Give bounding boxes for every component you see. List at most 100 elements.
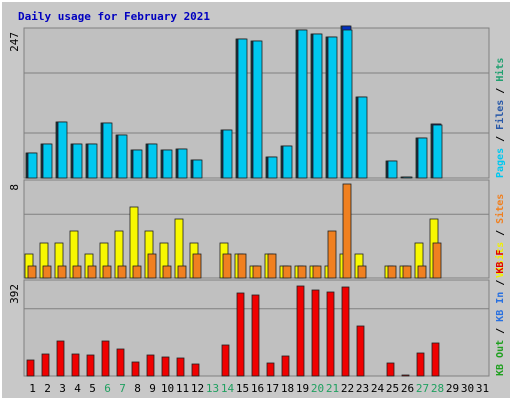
bar-top-pages-day-3-10	[162, 149, 173, 179]
bar-bottom-kb-f-day-1-15	[236, 292, 245, 377]
x-tick-label-day-21: 21	[326, 382, 339, 395]
chart-title: Daily usage for February 2021	[18, 10, 210, 23]
x-tick-label-day-8: 8	[134, 382, 141, 395]
axis-label-files: Files	[494, 100, 506, 130]
bar-bottom-kb-f-day-1-18	[281, 355, 290, 377]
x-tick-label-day-13: 13	[206, 382, 219, 395]
x-tick-label-day-15: 15	[236, 382, 249, 395]
bar-bottom-kb-f-day-1-27	[416, 352, 425, 377]
x-tick-label-day-25: 25	[386, 382, 399, 395]
bar-bottom-kb-f-day-1-14	[221, 344, 230, 377]
x-tick-label-day-17: 17	[266, 382, 279, 395]
bar-bottom-kb-f-day-1-1	[26, 359, 35, 377]
x-tick-label-day-20: 20	[311, 382, 324, 395]
bar-top-pages-day-3-17	[267, 156, 278, 179]
axis-label-sites: Sites	[494, 194, 506, 224]
bar-middle-sites-day-2-28	[432, 242, 442, 279]
bar-top-pages-day-3-22	[342, 29, 353, 179]
ymax-label-top: 247	[8, 32, 21, 52]
x-tick-label-day-30: 30	[461, 382, 474, 395]
x-tick-label-day-31: 31	[476, 382, 489, 395]
axis-label-kb-f: KB F	[495, 250, 506, 274]
bar-top-pages-day-3-11	[177, 148, 188, 179]
bar-middle-sites-day-2-9	[147, 253, 157, 279]
bar-top-pages-day-3-2	[42, 143, 53, 179]
bar-bottom-kb-f-day-1-5	[86, 354, 95, 377]
x-tick-label-day-11: 11	[176, 382, 189, 395]
bar-middle-sites-day-2-6	[102, 265, 112, 279]
x-tick-label-day-3: 3	[59, 382, 66, 395]
x-tick-label-day-26: 26	[401, 382, 414, 395]
bar-bottom-kb-f-day-1-2	[41, 353, 50, 377]
bar-top-pages-day-3-25	[387, 160, 398, 179]
bar-top-pages-day-3-18	[282, 145, 293, 179]
bar-bottom-kb-f-day-1-3	[56, 340, 65, 377]
bar-top-pages-day-3-20	[312, 33, 323, 179]
x-tick-label-day-1: 1	[29, 382, 36, 395]
axis-label-separator: /	[495, 82, 506, 100]
bar-top-pages-day-3-23	[357, 96, 368, 179]
bar-top-pages-day-3-3	[57, 121, 68, 179]
ymax-label-middle: 8	[8, 184, 21, 191]
bar-bottom-kb-f-day-1-20	[311, 289, 320, 377]
bar-middle-sites-day-2-5	[87, 265, 97, 279]
x-tick-label-day-2: 2	[44, 382, 51, 395]
bar-middle-sites-day-2-12	[192, 253, 202, 279]
x-tick-label-day-18: 18	[281, 382, 294, 395]
x-tick-label-day-22: 22	[341, 382, 354, 395]
x-tick-label-day-12: 12	[191, 382, 204, 395]
x-tick-label-day-6: 6	[104, 382, 111, 395]
bar-middle-sites-day-2-25	[387, 265, 397, 279]
bar-middle-sites-day-2-8	[132, 265, 142, 279]
axis-label-top: Pages / Files / Hits	[494, 58, 506, 178]
x-tick-label-day-7: 7	[119, 382, 126, 395]
x-tick-label-day-23: 23	[356, 382, 369, 395]
bar-top-pages-day-3-16	[252, 40, 263, 179]
bar-bottom-kb-f-day-1-19	[296, 285, 305, 377]
axis-label-separator: /	[495, 322, 506, 340]
bar-bottom-kb-f-day-1-4	[71, 353, 80, 377]
axis-label-hits: Hits	[494, 58, 506, 82]
bar-middle-sites-day-2-11	[177, 265, 187, 279]
bar-top-pages-day-3-7	[117, 134, 128, 179]
bar-bottom-kb-f-day-1-10	[161, 356, 170, 377]
bar-middle-sites-day-2-17	[267, 253, 277, 279]
bar-top-pages-day-3-1	[27, 152, 38, 179]
axis-label-separator: /	[495, 224, 506, 242]
bar-bottom-kb-f-day-1-16	[251, 294, 260, 377]
bar-bottom-kb-f-day-1-22	[341, 286, 350, 377]
x-tick-label-day-10: 10	[161, 382, 174, 395]
axis-label-separator: /	[495, 130, 506, 148]
bar-top-pages-day-3-9	[147, 143, 158, 179]
bar-bottom-kb-f-day-1-23	[356, 325, 365, 377]
axis-label-middle: Visits / Sites	[494, 194, 506, 278]
x-tick-label-day-14: 14	[221, 382, 235, 395]
x-tick-label-day-29: 29	[446, 382, 459, 395]
axis-label-pages: Pages	[495, 148, 506, 178]
bar-middle-sites-day-2-16	[252, 265, 262, 279]
x-tick-label-day-27: 27	[416, 382, 429, 395]
bar-middle-sites-day-2-4	[72, 265, 82, 279]
bar-middle-sites-day-2-19	[297, 265, 307, 279]
ymax-label-bottom: 392	[8, 284, 21, 304]
axis-label-kb-in: KB In	[495, 292, 506, 322]
bar-bottom-kb-f-day-1-9	[146, 354, 155, 377]
x-tick-label-day-19: 19	[296, 382, 309, 395]
x-tick-label-day-9: 9	[149, 382, 156, 395]
x-tick-label-day-5: 5	[89, 382, 96, 395]
bar-top-pages-day-3-15	[237, 38, 248, 179]
bar-middle-sites-day-2-26	[402, 265, 412, 279]
x-tick-label-day-28: 28	[431, 382, 444, 395]
bar-top-pages-day-3-12	[192, 159, 203, 179]
bar-top-pages-day-3-4	[72, 143, 83, 179]
bar-bottom-kb-f-day-1-8	[131, 361, 140, 377]
x-tick-label-day-24: 24	[371, 382, 385, 395]
bar-middle-sites-day-2-2	[42, 265, 52, 279]
bar-bottom-kb-f-day-1-21	[326, 291, 335, 377]
bar-middle-sites-day-2-15	[237, 253, 247, 279]
bar-middle-sites-day-2-3	[57, 265, 67, 279]
bar-bottom-kb-f-day-1-11	[176, 357, 185, 377]
bar-middle-sites-day-2-10	[162, 265, 172, 279]
